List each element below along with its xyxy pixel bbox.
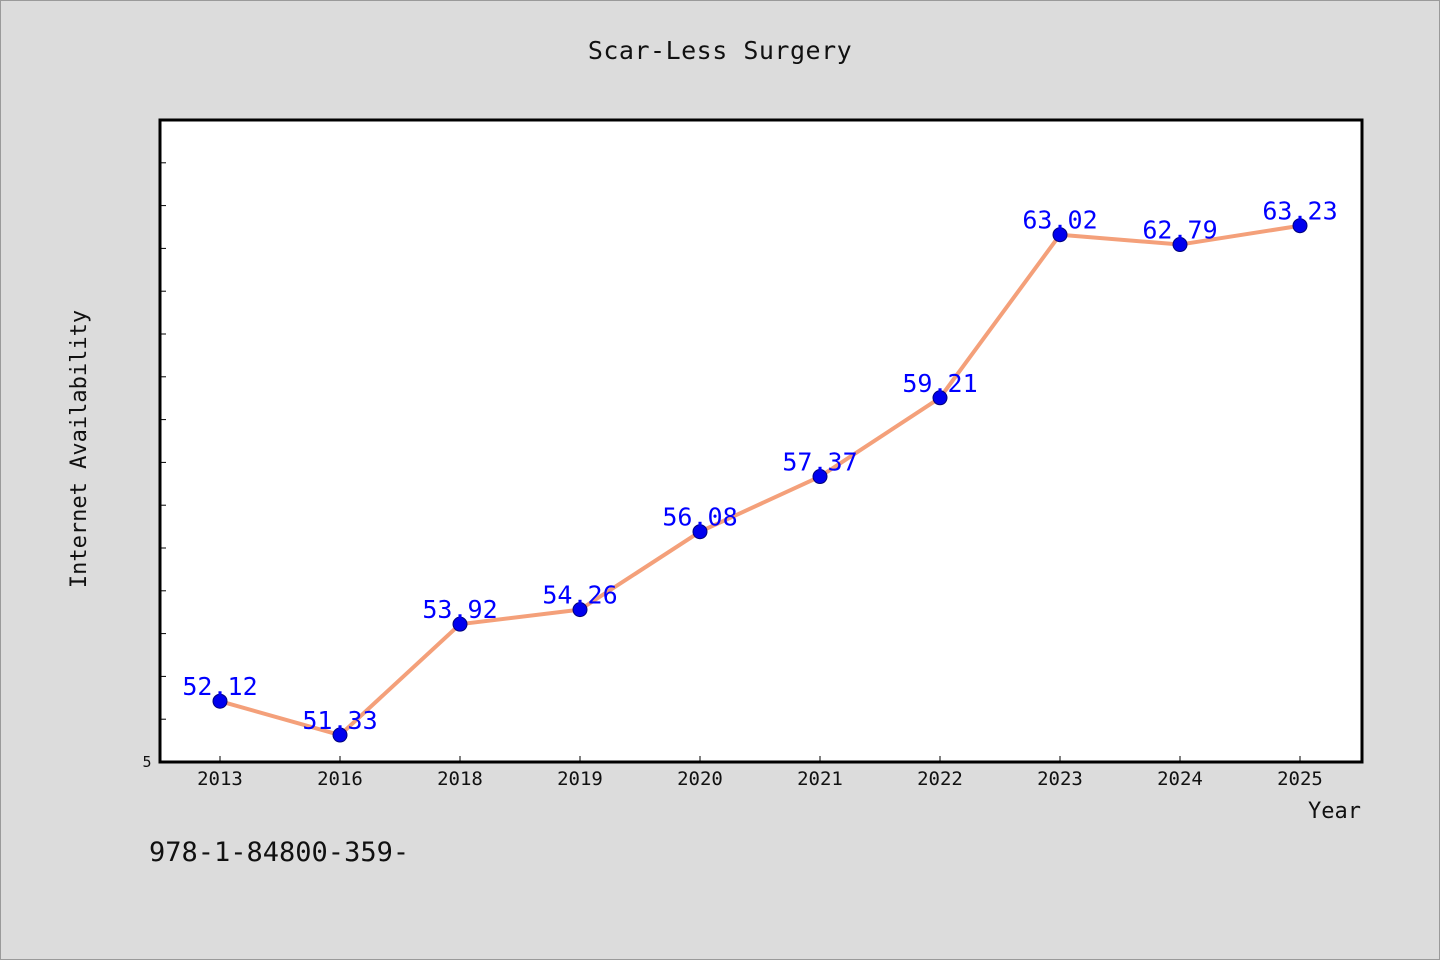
x-tick-label: 2020 <box>677 768 723 790</box>
data-point <box>572 602 588 618</box>
chart-title: Scar-Less Surgery <box>587 36 853 65</box>
data-label: 63.02 <box>1022 206 1097 235</box>
x-tick-label: 2016 <box>317 768 363 790</box>
x-axis-ticks <box>219 756 1301 762</box>
data-label: 53.92 <box>422 595 497 624</box>
data-point <box>1172 237 1188 253</box>
data-point <box>812 469 828 485</box>
x-axis-label: Year <box>1308 799 1361 824</box>
y-tick-label: 5 <box>142 753 151 771</box>
x-tick-label: 2013 <box>197 768 243 790</box>
data-label: 62.79 <box>1142 216 1217 245</box>
data-point <box>932 390 948 406</box>
x-tick-label: 2022 <box>917 768 963 790</box>
x-axis-tick-labels: 2013 2016 2018 2019 2020 2021 2022 2023 2024 2025 <box>197 768 1323 790</box>
data-point <box>212 693 228 709</box>
x-tick-label: 2019 <box>557 768 603 790</box>
data-label: 51.33 <box>302 706 377 735</box>
x-tick-label: 2021 <box>797 768 843 790</box>
data-label: 63.23 <box>1262 197 1337 226</box>
series-line <box>219 223 1301 738</box>
y-axis-ticks <box>160 162 166 763</box>
data-point <box>692 524 708 540</box>
data-point <box>452 616 468 632</box>
data-label: 54.26 <box>542 581 617 610</box>
series-markers <box>212 218 1308 743</box>
y-axis-label: Internet Availability <box>67 310 92 588</box>
data-label: 57.37 <box>782 448 857 477</box>
data-point <box>1292 218 1308 234</box>
data-point <box>1052 227 1068 243</box>
data-label: 59.21 <box>902 369 977 398</box>
data-label: 52.12 <box>182 672 257 701</box>
data-label: 56.08 <box>662 503 737 532</box>
x-tick-label: 2023 <box>1037 768 1083 790</box>
plot-area <box>158 118 1364 764</box>
x-tick-label: 2025 <box>1277 768 1323 790</box>
x-tick-label: 2024 <box>1157 768 1203 790</box>
x-tick-label: 2018 <box>437 768 483 790</box>
data-labels: 52.12 51.33 53.92 54.26 56.08 57.37 59.21 63.02… <box>182 197 1337 735</box>
footer-id-text: 978-1-84800-359- <box>149 837 410 868</box>
data-point <box>332 727 348 743</box>
